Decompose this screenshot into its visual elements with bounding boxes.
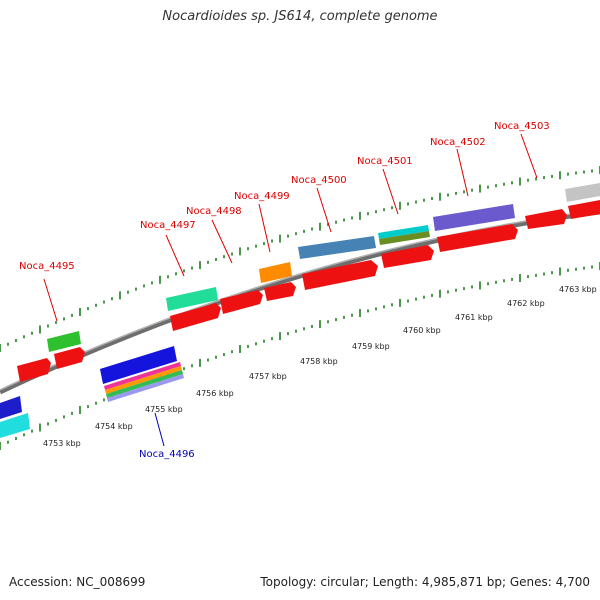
- cds-arrow: [264, 282, 296, 301]
- outer-tick-track: [0, 166, 600, 352]
- cds-track: [17, 200, 600, 382]
- scale-label: 4753 kbp: [43, 439, 81, 448]
- scale-label: 4760 kbp: [403, 326, 441, 335]
- feature-block-aqua: [166, 287, 218, 311]
- cds-arrow: [381, 245, 434, 268]
- scale-label: 4754 kbp: [95, 422, 133, 431]
- scale-label: 4763 kbp: [559, 285, 597, 294]
- feature-block-olive: [379, 231, 430, 245]
- accession-text: Accession: NC_008699: [9, 575, 146, 589]
- feature-block-green: [47, 331, 81, 352]
- gene-label-noca-4496: Noca_4496: [139, 449, 195, 460]
- cds-arrow: [54, 347, 85, 369]
- feature-block-orange: [259, 262, 292, 283]
- feature-block-cyan: [378, 225, 429, 239]
- scale-label: 4759 kbp: [352, 342, 390, 351]
- feature-block-cyan-edge: [0, 413, 30, 438]
- cds-arrow: [302, 260, 378, 290]
- gene-label-noca-4498: Noca_4498: [186, 206, 242, 217]
- feature-block-blue-edge: [0, 396, 22, 419]
- gene-label-noca-4503: Noca_4503: [494, 121, 550, 132]
- cds-arrow: [437, 224, 518, 252]
- cds-arrow: [568, 200, 600, 219]
- gene-labels: Noca_4495 Noca_4496 Noca_4497 Noca_4498 …: [19, 121, 550, 460]
- gene-label-noca-4495: Noca_4495: [19, 261, 75, 272]
- scale-label: 4756 kbp: [196, 389, 234, 398]
- genome-backbone: [0, 209, 600, 395]
- scale-label: 4761 kbp: [455, 313, 493, 322]
- label-leader-lines: [43, 133, 538, 447]
- feature-block-blue: [100, 346, 177, 384]
- feature-block-steelblue: [298, 236, 376, 259]
- scale-label: 4762 kbp: [507, 299, 545, 308]
- gene-label-noca-4499: Noca_4499: [234, 191, 290, 202]
- inner-tick-track: [0, 262, 600, 450]
- scale-labels: 4753 kbp 4754 kbp 4755 kbp 4756 kbp 4757…: [43, 285, 597, 448]
- feature-stripe-green: [106, 370, 183, 398]
- gene-label-noca-4497: Noca_4497: [140, 220, 196, 231]
- scale-label: 4758 kbp: [300, 357, 338, 366]
- feature-stripe-pink: [104, 362, 181, 390]
- scale-label: 4755 kbp: [145, 405, 183, 414]
- cds-arrow: [220, 290, 263, 314]
- cds-arrow: [170, 303, 221, 331]
- cds-arrow: [525, 209, 567, 229]
- genome-summary-text: Topology: circular; Length: 4,985,871 bp…: [260, 575, 590, 589]
- feature-track: [0, 183, 600, 438]
- gene-label-noca-4502: Noca_4502: [430, 137, 486, 148]
- cds-arrow: [17, 358, 51, 382]
- feature-block-grey: [565, 183, 600, 202]
- gene-label-noca-4501: Noca_4501: [357, 156, 413, 167]
- scale-label: 4757 kbp: [249, 372, 287, 381]
- gene-label-noca-4500: Noca_4500: [291, 175, 347, 186]
- feature-stripe-orange: [105, 366, 182, 394]
- feature-block-slate: [433, 204, 515, 231]
- feature-stripe-lavender: [107, 374, 184, 402]
- map-title: Nocardioides sp. JS614, complete genome: [162, 9, 438, 24]
